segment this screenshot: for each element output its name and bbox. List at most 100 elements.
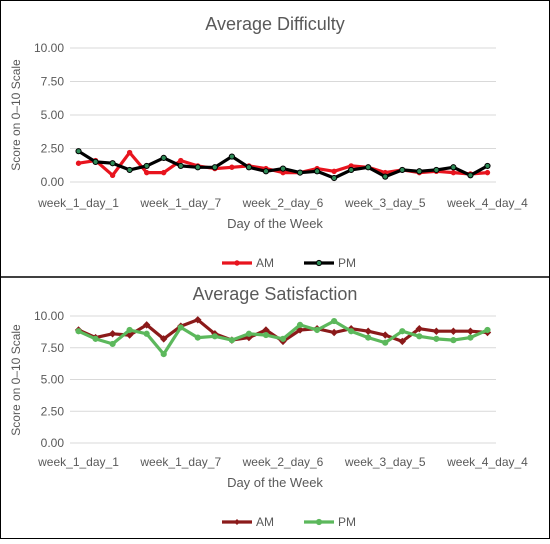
data-point-am <box>142 321 151 329</box>
y-tick-label: 7.50 <box>41 341 65 355</box>
x-axis-label: Day of the Week <box>227 475 323 490</box>
data-point-pm <box>75 148 82 155</box>
data-point-pm <box>433 166 440 174</box>
data-point-am <box>229 164 235 170</box>
y-tick-label: 2.50 <box>41 142 65 156</box>
data-point-pm <box>92 335 99 342</box>
data-point-am <box>126 149 133 156</box>
data-point-pm <box>245 330 253 337</box>
x-tick-label: week_1_day_7 <box>139 196 221 210</box>
data-point-pm <box>143 162 150 170</box>
legend-marker-pm <box>315 518 323 526</box>
data-point-pm <box>160 154 167 161</box>
data-point-pm <box>313 168 321 175</box>
data-point-pm <box>331 174 338 182</box>
data-point-pm <box>228 337 235 344</box>
data-point-am <box>194 316 202 324</box>
x-tick-label: week_1_day_1 <box>37 455 119 469</box>
data-point-am <box>381 331 389 339</box>
chart-title: Average Difficulty <box>205 14 344 34</box>
series-pm <box>75 317 491 358</box>
legend: AM PM <box>222 515 356 529</box>
y-tick-label: 0.00 <box>41 175 65 189</box>
data-point-pm <box>262 168 270 175</box>
data-point-am <box>398 337 406 346</box>
data-point-pm <box>313 326 321 334</box>
y-tick-label: 10.00 <box>34 41 64 55</box>
legend-label-am: AM <box>256 515 274 529</box>
chart-panel-satisfaction: Average Satisfaction 0.00 2.50 5.00 7.50 10.0… <box>9 284 528 529</box>
data-point-pm <box>177 162 184 170</box>
x-tick-label: week_3_day_5 <box>344 196 426 210</box>
data-point-am <box>161 169 167 176</box>
data-point-am <box>364 327 372 335</box>
data-point-pm <box>399 328 406 335</box>
y-axis-label: Score on 0–10 Scale <box>9 59 23 171</box>
legend-label-am: AM <box>256 256 274 270</box>
x-tick-label: week_2_day_6 <box>242 196 324 210</box>
data-point-pm <box>416 333 423 340</box>
data-point-pm <box>92 158 99 165</box>
x-tick-label: week_1_day_1 <box>37 196 119 210</box>
y-tick-label: 5.00 <box>41 373 65 387</box>
data-point-pm <box>348 166 355 174</box>
data-point-pm <box>399 166 406 174</box>
legend: AM PM <box>222 256 356 270</box>
legend-label-pm: PM <box>338 256 356 270</box>
data-point-pm <box>484 326 491 334</box>
data-point-pm <box>194 164 201 171</box>
chart-panel-difficulty: Average Difficulty 0.00 2.50 5.00 7.50 10.00 S… <box>9 14 528 270</box>
data-point-pm <box>228 153 235 160</box>
data-point-pm <box>467 172 474 179</box>
data-point-am <box>450 169 457 176</box>
data-point-am <box>449 327 458 335</box>
data-point-pm <box>75 328 82 335</box>
x-tick-label: week_2_day_6 <box>242 455 324 469</box>
data-point-am <box>75 160 82 166</box>
data-point-am <box>432 327 441 335</box>
data-point-pm <box>194 334 201 341</box>
data-point-am <box>296 326 304 334</box>
data-point-pm <box>467 334 474 341</box>
data-point-am <box>109 172 116 179</box>
data-point-pm <box>211 333 218 340</box>
x-tick-label: week_3_day_5 <box>344 455 426 469</box>
y-tick-label: 0.00 <box>41 436 65 450</box>
data-point-am <box>330 328 338 337</box>
data-point-pm <box>296 169 304 176</box>
data-point-pm <box>245 164 253 171</box>
x-axis-label: Day of the Week <box>227 216 323 231</box>
data-point-pm <box>348 328 355 335</box>
legend-marker-am <box>234 519 240 525</box>
data-point-pm <box>126 166 133 174</box>
data-point-am <box>108 330 117 338</box>
data-point-am <box>484 169 491 176</box>
series-pm <box>75 148 491 182</box>
y-axis-label: Score on 0–10 Scale <box>9 324 23 436</box>
data-point-pm <box>365 164 372 171</box>
data-point-am <box>466 327 475 335</box>
y-tick-label: 10.00 <box>34 309 64 323</box>
y-tick-label: 7.50 <box>41 75 65 89</box>
x-tick-label: week_4_day_4 <box>446 196 528 210</box>
data-point-pm <box>211 164 218 171</box>
data-point-pm <box>331 317 338 325</box>
data-point-am <box>178 157 184 164</box>
data-point-pm <box>296 321 304 328</box>
data-point-am <box>331 168 337 174</box>
series-am <box>75 149 491 179</box>
chart-title: Average Satisfaction <box>193 284 358 304</box>
data-point-pm <box>109 340 116 348</box>
data-point-pm <box>484 162 491 170</box>
data-point-pm <box>143 330 150 337</box>
data-point-pm <box>177 324 184 331</box>
data-point-pm <box>160 351 167 358</box>
data-point-pm <box>262 331 270 339</box>
data-point-am <box>415 324 424 333</box>
data-point-pm <box>382 173 389 180</box>
data-point-pm <box>450 164 457 171</box>
data-point-pm <box>126 326 133 334</box>
data-point-am <box>125 331 134 339</box>
